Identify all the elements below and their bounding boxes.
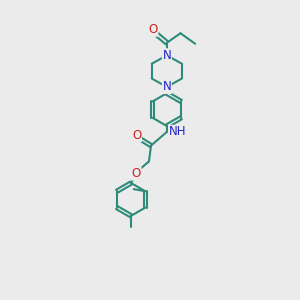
Text: O: O bbox=[148, 23, 158, 36]
Text: N: N bbox=[163, 80, 171, 93]
Text: NH: NH bbox=[169, 125, 186, 138]
Text: O: O bbox=[132, 167, 141, 180]
Text: O: O bbox=[132, 129, 141, 142]
Text: N: N bbox=[163, 49, 171, 62]
